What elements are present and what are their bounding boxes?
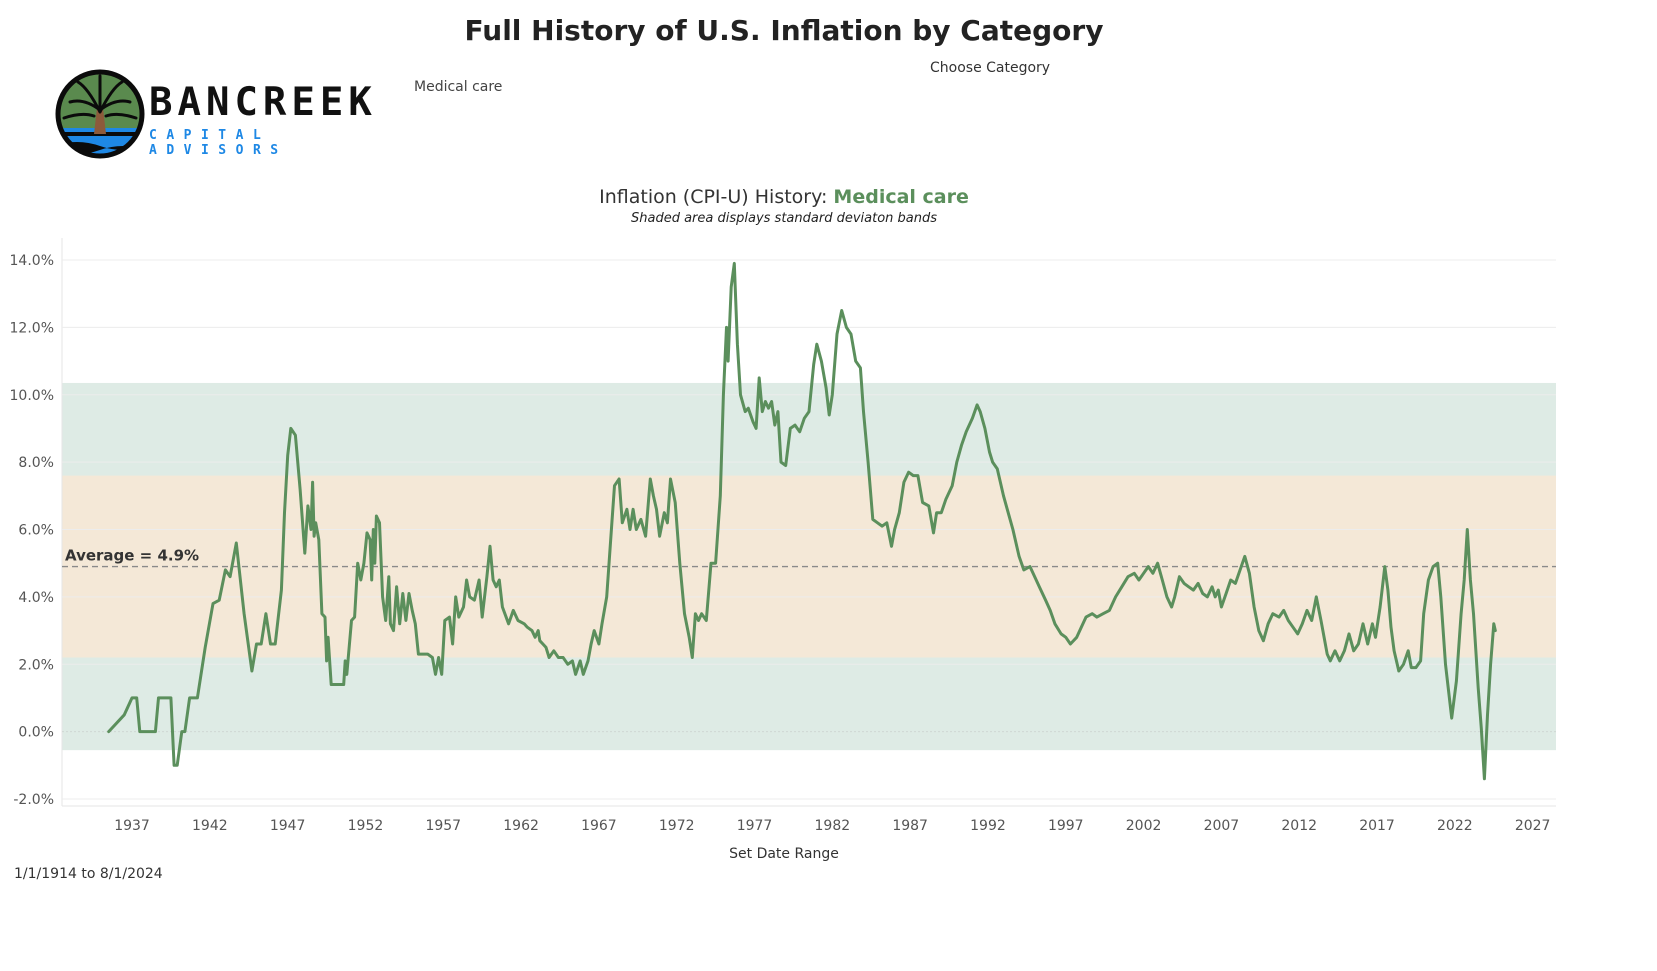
x-tick-label: 1937 <box>114 818 150 834</box>
chart-title-category: Medical care <box>833 186 969 208</box>
selected-category[interactable]: Medical care <box>414 79 503 95</box>
y-tick-label: 8.0% <box>18 455 54 471</box>
x-tick-label: 2022 <box>1437 818 1473 834</box>
y-tick-label: 6.0% <box>18 523 54 539</box>
x-tick-label: 2017 <box>1359 818 1395 834</box>
x-tick-label: 2002 <box>1126 818 1162 834</box>
chart-subtitle: Shaded area displays standard deviaton b… <box>630 211 937 226</box>
tree-logo-icon <box>55 69 145 159</box>
x-tick-label: 1982 <box>815 818 851 834</box>
average-label: Average = 4.9% <box>65 547 199 565</box>
y-tick-label: 12.0% <box>10 320 54 336</box>
x-tick-label: 2012 <box>1281 818 1317 834</box>
y-tick-label: 4.0% <box>18 590 54 606</box>
y-tick-label: 0.0% <box>18 725 54 741</box>
page-title: Full History of U.S. Inflation by Catego… <box>464 14 1104 47</box>
series-line-1 <box>107 261 1497 781</box>
x-tick-label: 1967 <box>581 818 617 834</box>
x-tick-label: 1992 <box>970 818 1006 834</box>
inflation-line-chart: -2.0% 0.0% 2.0% 4.0% 6.0% 8.0% 10.0% 12.0% 14.0%… <box>10 238 1556 834</box>
x-tick-label: 1952 <box>348 818 384 834</box>
x-tick-label: 2007 <box>1204 818 1240 834</box>
logo-wordmark: BANCREEK <box>149 80 377 125</box>
y-tick-label: 10.0% <box>10 388 54 404</box>
x-tick-label: 1987 <box>892 818 928 834</box>
y-tick-label: -2.0% <box>13 792 54 808</box>
x-tick-label: 1962 <box>503 818 539 834</box>
x-axis-title: Set Date Range <box>729 846 839 862</box>
x-tick-label: 1947 <box>270 818 306 834</box>
x-tick-label: 1997 <box>1048 818 1084 834</box>
date-range-value[interactable]: 1/1/1914 to 8/1/2024 <box>14 866 163 882</box>
x-tick-label: 2027 <box>1515 818 1551 834</box>
y-tick-label: 2.0% <box>18 657 54 673</box>
x-tick-label: 1972 <box>659 818 695 834</box>
chart-title: Inflation (CPI-U) History: Medical care <box>0 186 1568 208</box>
x-tick-label: 1957 <box>425 818 461 834</box>
chart-title-prefix: Inflation (CPI-U) History: <box>599 186 834 208</box>
y-tick-label: 14.0% <box>10 253 54 269</box>
company-logo: BANCREEK CAPITAL ADVISORS <box>54 68 374 160</box>
logo-tagline: CAPITAL ADVISORS <box>149 128 288 158</box>
x-tick-label: 1942 <box>192 818 228 834</box>
choose-category-label: Choose Category <box>930 60 1051 76</box>
x-tick-label: 1977 <box>737 818 773 834</box>
